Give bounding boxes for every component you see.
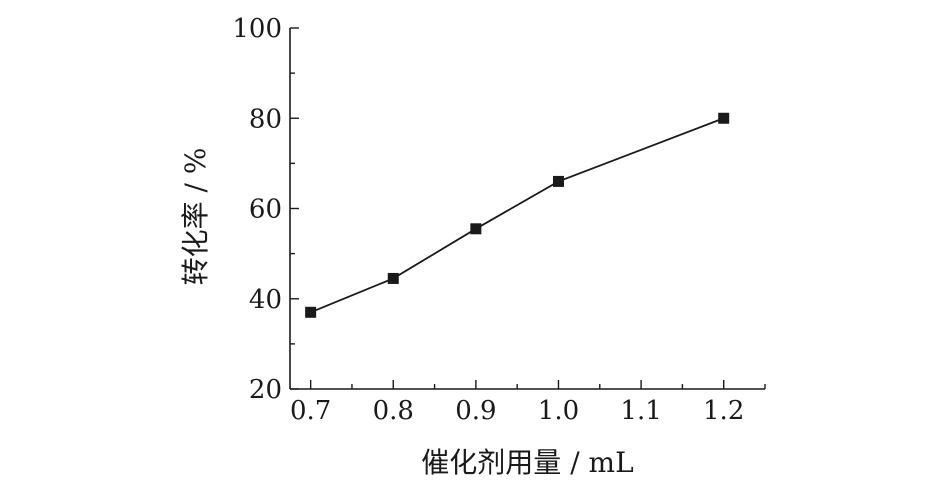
x-axis-title: 催化剂用量 / mL: [421, 446, 633, 479]
data-point: [470, 223, 482, 235]
x-tick-label: 0.8: [373, 396, 414, 426]
y-ticks: 20 40 60 80 100: [232, 14, 299, 405]
plot-area: [305, 112, 730, 318]
x-ticks: 0.7 0.8 0.9 1.0 1.1 1.2: [290, 380, 766, 426]
y-tick-label: 80: [249, 104, 282, 134]
y-tick-label: 40: [249, 285, 282, 315]
series-line: [310, 117, 725, 314]
x-tick-label: 1.0: [538, 396, 579, 426]
x-tick-label: 0.7: [290, 396, 331, 426]
y-axis-title: 转化率 / %: [179, 148, 212, 286]
data-point: [718, 112, 730, 124]
y-tick-label: 100: [232, 14, 282, 44]
data-point: [387, 272, 399, 284]
x-tick-label: 1.1: [620, 396, 661, 426]
y-tick-label: 20: [249, 375, 282, 405]
data-point: [305, 306, 317, 318]
x-tick-label: 0.9: [455, 396, 496, 426]
axes: [289, 28, 765, 390]
data-point: [552, 175, 564, 187]
y-tick-label: 60: [249, 195, 282, 225]
x-tick-label: 1.2: [703, 396, 744, 426]
